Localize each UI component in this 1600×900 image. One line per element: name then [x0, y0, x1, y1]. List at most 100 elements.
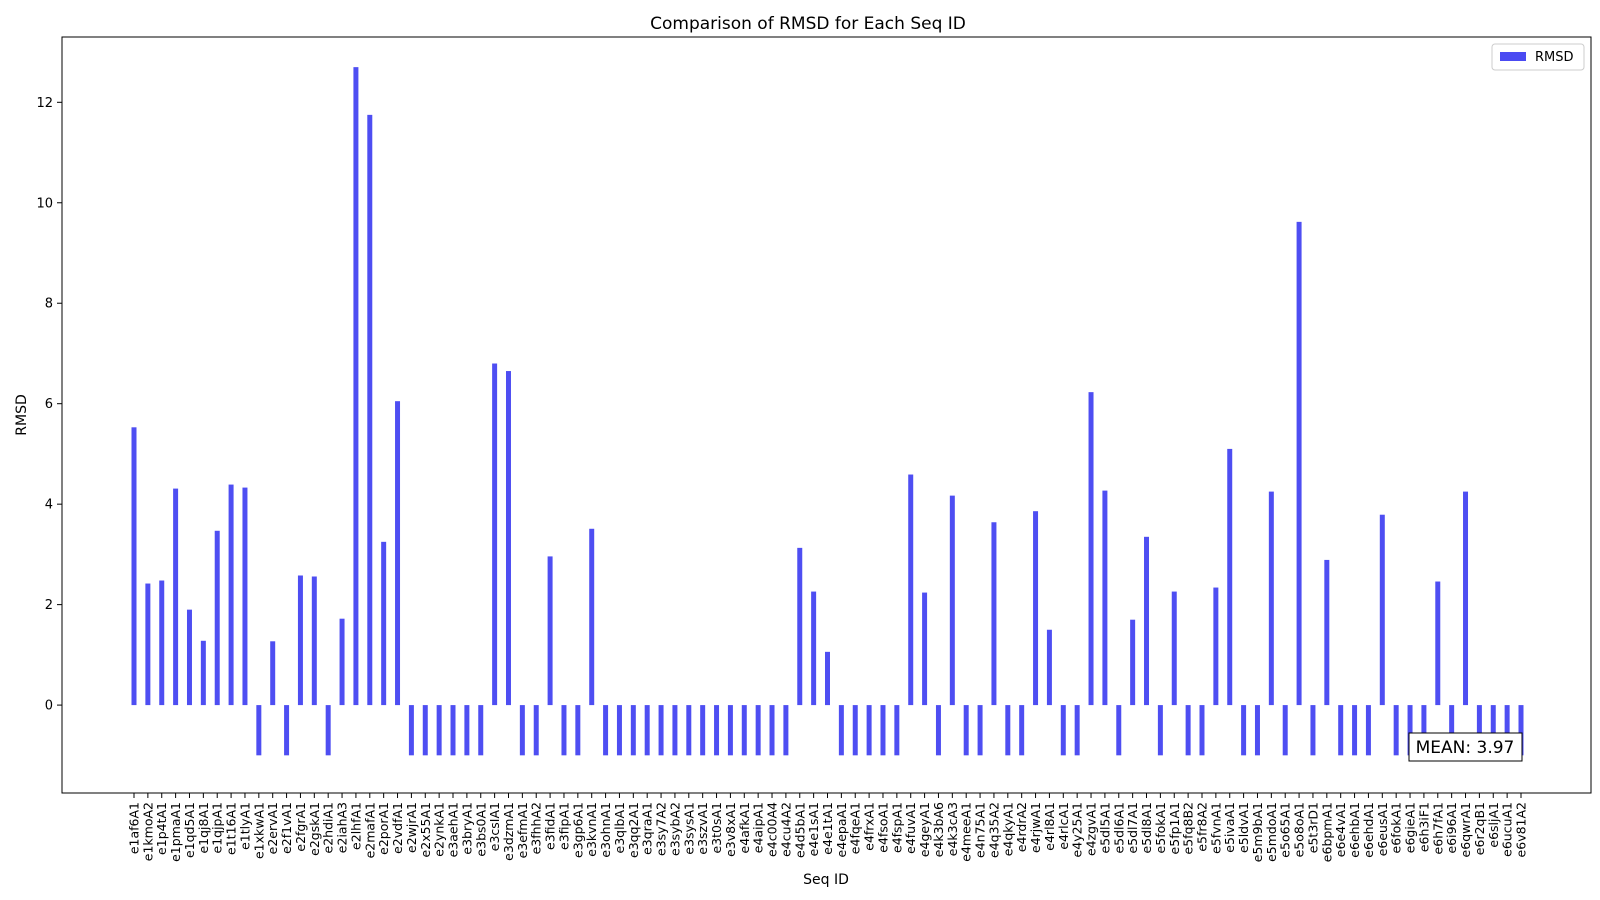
bar	[284, 705, 290, 756]
bar	[173, 488, 179, 706]
bar	[214, 530, 220, 706]
legend: RMSD	[1491, 43, 1585, 71]
bar	[464, 705, 470, 756]
x-tick-label: e3ohnA1	[598, 802, 613, 858]
bar	[422, 705, 428, 756]
bar	[1199, 705, 1205, 756]
x-tick-label: e2gskA1	[307, 802, 322, 856]
x-tick-label: e3bs0A1	[473, 802, 488, 857]
bar	[963, 705, 969, 756]
x-tick-label: e5fq8B2	[1181, 802, 1196, 854]
bar	[200, 640, 206, 706]
bar	[270, 641, 276, 706]
bar	[880, 705, 886, 756]
bar	[852, 705, 858, 756]
x-tick-label: e4fspA1	[889, 802, 904, 853]
bar	[1435, 581, 1441, 706]
bar	[505, 371, 511, 706]
bar	[1157, 705, 1163, 756]
bar	[977, 705, 983, 756]
bar	[1449, 705, 1455, 756]
legend-swatch	[1500, 52, 1526, 61]
x-tick-label: e6gieA1	[1403, 802, 1418, 853]
bar	[894, 705, 900, 756]
y-tick-label: 2	[45, 598, 53, 613]
bar	[686, 705, 692, 756]
x-tick-label: e4e1tA1	[820, 802, 835, 855]
bar	[783, 705, 789, 756]
x-tick-label: e4aipA1	[751, 802, 766, 853]
bar	[727, 705, 733, 756]
x-tick-label: e3bryA1	[459, 802, 474, 855]
y-tick-label: 0	[45, 699, 53, 714]
bar	[561, 705, 567, 756]
legend-box	[1491, 43, 1585, 71]
x-tick-label: e2ervA1	[265, 802, 280, 854]
bar	[1130, 619, 1136, 706]
x-tick-label: e4fuvA1	[903, 802, 918, 854]
x-tick-label: e5o65A1	[1278, 802, 1293, 858]
x-tick-label: e6ehdA1	[1361, 802, 1376, 858]
x-tick-label: e1t16A1	[224, 802, 239, 855]
bar	[1393, 705, 1399, 756]
x-tick-label: e5fokA1	[1153, 802, 1168, 853]
bar	[1074, 705, 1080, 756]
x-tick-label: e4rlcA1	[1056, 802, 1071, 850]
bar	[922, 592, 928, 706]
bar	[159, 580, 165, 706]
bar	[311, 576, 317, 706]
bar	[825, 651, 830, 706]
x-tick-label: e4fsoA1	[875, 802, 890, 853]
bar	[658, 705, 664, 756]
bar	[1324, 559, 1330, 706]
x-tick-label: e3gp6A1	[570, 802, 585, 858]
bar	[1476, 705, 1482, 756]
plot-frame	[61, 36, 1592, 794]
bar	[1379, 514, 1385, 706]
bar	[935, 705, 941, 756]
x-tick-label: e5fvnA1	[1208, 802, 1223, 854]
x-tick-label: e5dl5A1	[1097, 802, 1112, 854]
x-tick-label: e3qlbA1	[612, 802, 627, 854]
x-tick-label: e5fp1A1	[1167, 802, 1182, 854]
x-tick-label: e5m9bA1	[1250, 802, 1265, 862]
x-tick-label: e4rdrA2	[1014, 802, 1029, 852]
x-tick-label: e2hdiA1	[321, 802, 336, 853]
y-axis-label: RMSD	[14, 394, 30, 435]
x-tick-label: e1xkwA1	[251, 802, 266, 859]
bar	[547, 556, 553, 706]
bar	[1227, 448, 1233, 706]
x-tick-label: e1p4tA1	[154, 802, 169, 855]
x-tick-label: e3szvA1	[695, 802, 710, 855]
x-axis-label: Seq ID	[803, 872, 849, 888]
bar	[1365, 705, 1371, 756]
x-tick-label: e4k3cA3	[945, 802, 960, 856]
x-tick-label: e6bpmA1	[1319, 802, 1334, 862]
x-tick-label: e4cu4A2	[778, 802, 793, 857]
bar	[616, 705, 622, 756]
mean-annotation: MEAN: 3.97	[1408, 732, 1523, 762]
bar	[700, 705, 706, 756]
x-tick-label: e2iahA3	[335, 802, 350, 853]
x-tick-label: e6eusA1	[1375, 802, 1390, 856]
x-tick-label: e3t0sA1	[709, 802, 724, 854]
x-tick-label: e5fr8A2	[1194, 802, 1209, 852]
bar	[395, 401, 401, 706]
bar	[492, 363, 498, 706]
bar	[1060, 705, 1066, 756]
bar	[1171, 591, 1177, 706]
y-tick-label: 8	[45, 297, 53, 312]
bar	[1282, 705, 1288, 756]
bar	[672, 705, 678, 756]
x-tick-label: e4geyA1	[917, 802, 932, 857]
x-tick-label: e4n75A1	[973, 802, 988, 858]
y-tick-label: 4	[45, 498, 53, 513]
bar	[1033, 511, 1039, 706]
y-tick-label: 10	[36, 196, 53, 211]
x-tick-label: e1pmaA1	[168, 802, 183, 862]
x-tick-label: e3qq2A1	[626, 802, 641, 858]
y-tick-label: 6	[45, 397, 53, 412]
x-tick-label: e6v81A2	[1514, 802, 1529, 857]
